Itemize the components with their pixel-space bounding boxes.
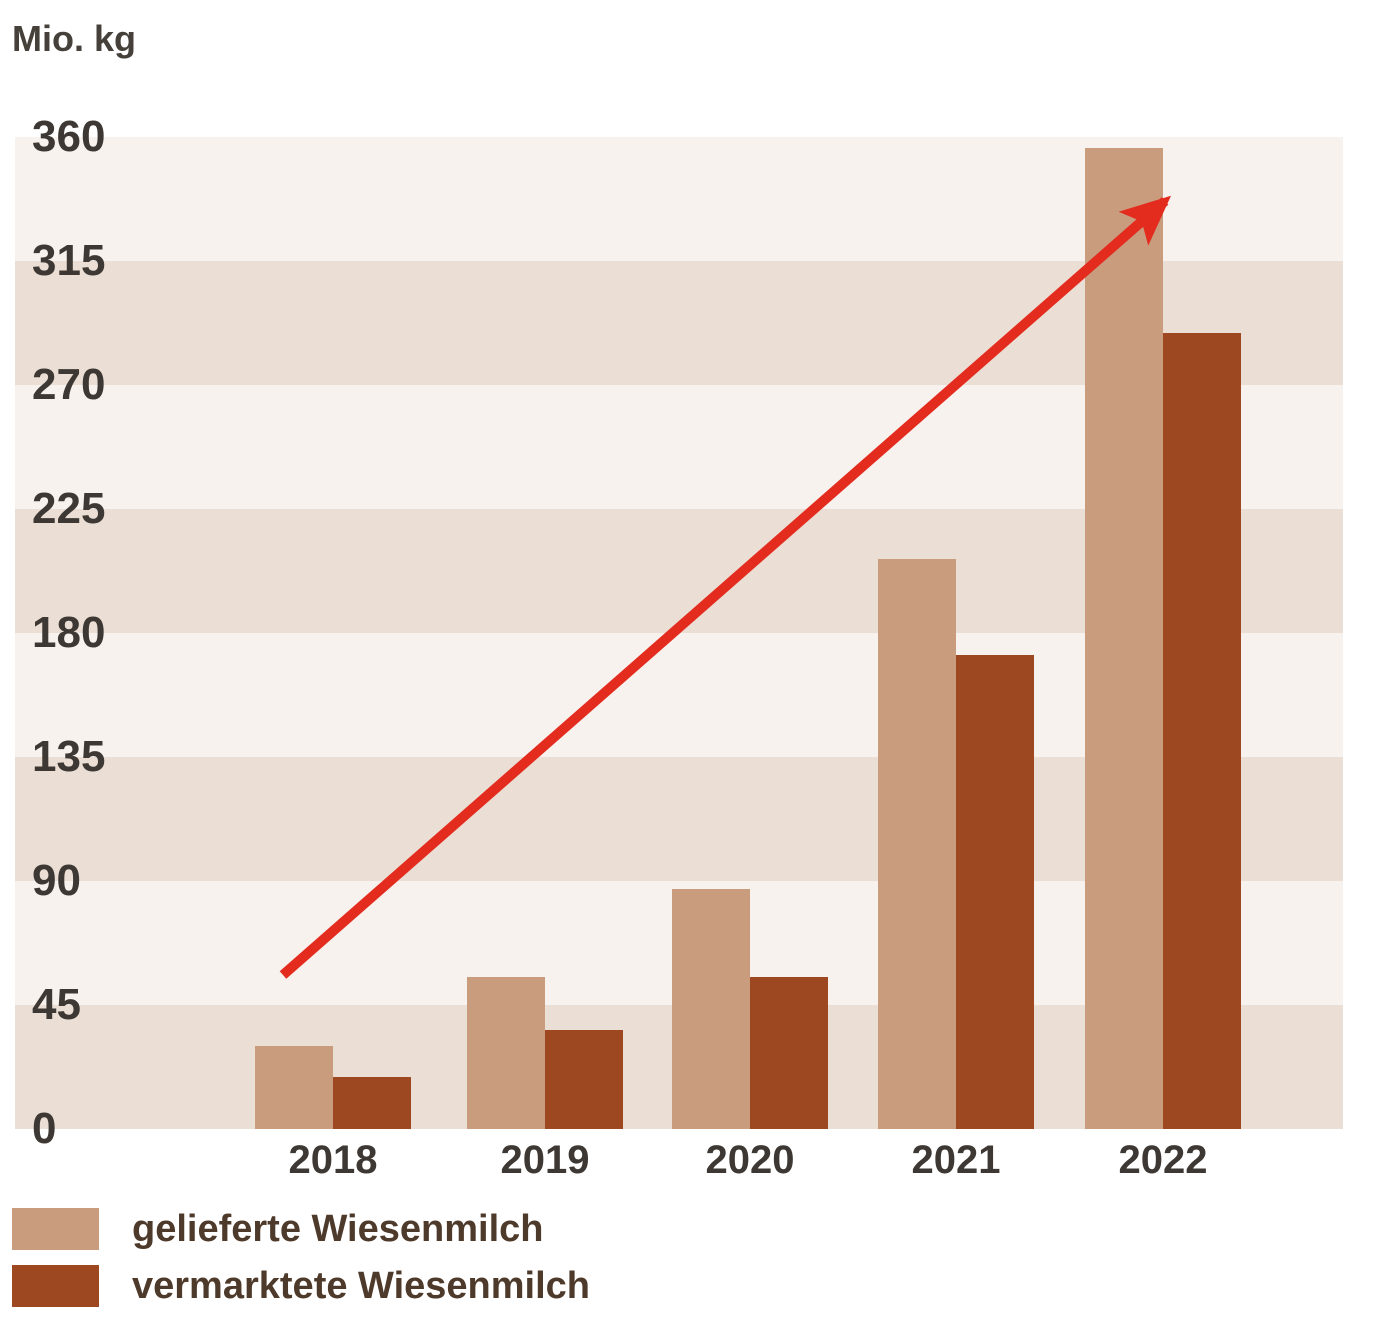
y-tick-label-360: 360 — [32, 112, 106, 161]
y-tick-label-225: 225 — [32, 484, 106, 533]
legend-item-gelieferte: gelieferte Wiesenmilch — [12, 1208, 590, 1250]
legend-swatch-vermarktete — [12, 1265, 99, 1307]
y-tick-label-180: 180 — [32, 608, 106, 657]
bar-vermarktete-2021 — [956, 655, 1034, 1129]
bar-vermarktete-2022 — [1163, 332, 1241, 1129]
x-label-2022: 2022 — [1118, 1138, 1208, 1182]
legend-swatch-gelieferte — [12, 1208, 99, 1250]
bar-vermarktete-2018 — [333, 1076, 411, 1129]
bar-gelieferte-2020 — [672, 889, 750, 1129]
x-label-2021: 2021 — [911, 1138, 1001, 1182]
legend-label-gelieferte: gelieferte Wiesenmilch — [132, 1208, 544, 1250]
bar-gelieferte-2018 — [255, 1046, 333, 1129]
y-tick-label-90: 90 — [32, 856, 81, 905]
x-label-2019: 2019 — [500, 1138, 590, 1182]
legend-item-vermarktete: vermarktete Wiesenmilch — [12, 1265, 590, 1307]
legend: gelieferte Wiesenmilch vermarktete Wiese… — [12, 1208, 590, 1322]
bar-vermarktete-2020 — [750, 977, 828, 1129]
y-tick-label-135: 135 — [32, 732, 106, 781]
y-tick-label-45: 45 — [32, 980, 81, 1029]
bar-vermarktete-2019 — [545, 1029, 623, 1129]
x-label-2020: 2020 — [705, 1138, 795, 1182]
x-label-2018: 2018 — [288, 1138, 378, 1182]
bar-gelieferte-2022 — [1085, 148, 1163, 1129]
legend-label-vermarktete: vermarktete Wiesenmilch — [132, 1265, 590, 1307]
y-tick-label-270: 270 — [32, 360, 106, 409]
y-tick-label-0: 0 — [32, 1104, 57, 1153]
bar-gelieferte-2019 — [467, 977, 545, 1129]
bar-gelieferte-2021 — [878, 558, 956, 1129]
y-axis-unit-label: Mio. kg — [12, 18, 136, 59]
y-tick-label-315: 315 — [32, 236, 106, 285]
